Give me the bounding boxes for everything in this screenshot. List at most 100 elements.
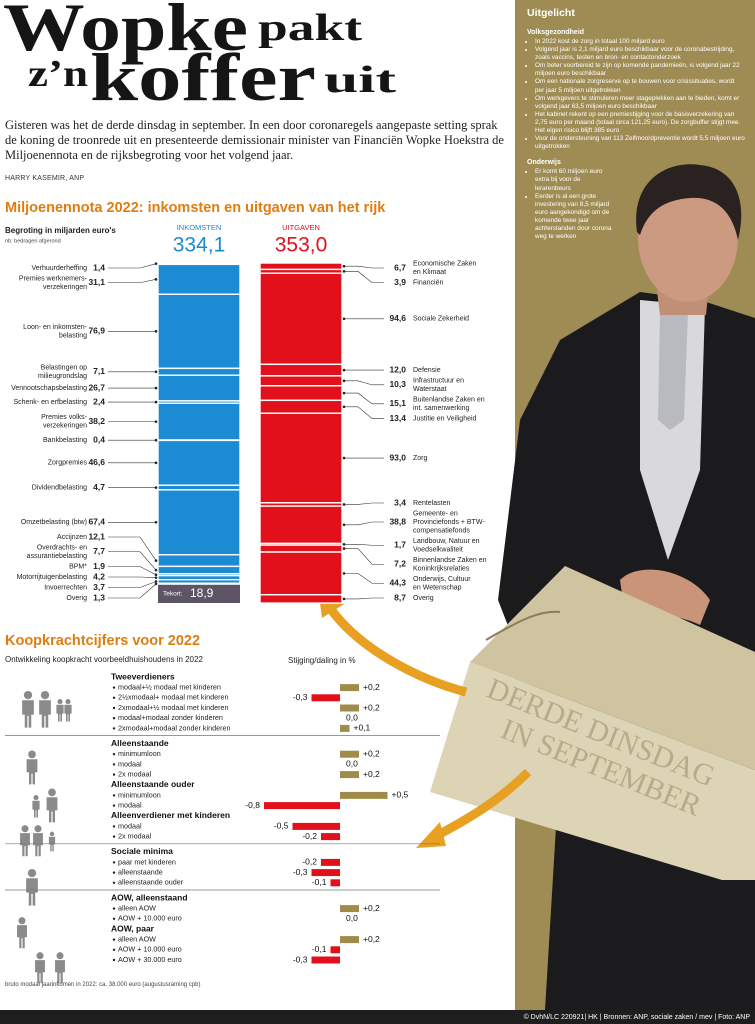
icon bbox=[22, 690, 34, 728]
value-label: 0,0 bbox=[346, 759, 358, 769]
footer-credit: © DvhN/LC 220921| HK | Bronnen: ANP, soc… bbox=[524, 1013, 751, 1021]
category-label: Buitenlandse Zaken en bbox=[413, 396, 485, 403]
value-label: -0,3 bbox=[293, 692, 308, 702]
category-label: Financiën bbox=[413, 280, 443, 287]
value-label: 4,7 bbox=[93, 482, 105, 492]
segment bbox=[157, 367, 241, 376]
sidebar-section: Volksgezondheid In 2022 kost de zorg in t… bbox=[527, 29, 745, 151]
leader-line bbox=[344, 597, 384, 600]
group-label: Alleenverdiener met kinderen bbox=[111, 810, 230, 820]
leader-dot bbox=[154, 520, 158, 524]
sidebar-item: Voor de ondersteuning van 113 Zelfmoordp… bbox=[535, 135, 745, 151]
leader-dot bbox=[342, 503, 346, 506]
chart-subtitle: Ontwikkeling koopkracht voorbeeldhuishou… bbox=[5, 655, 203, 664]
category-label: Economische Zaken bbox=[413, 261, 477, 268]
sidebar-heading: Volksgezondheid bbox=[527, 29, 585, 36]
intro-text: Gisteren was het de derde dinsdag in sep… bbox=[5, 118, 504, 162]
segment bbox=[157, 402, 241, 441]
leader-dot bbox=[342, 456, 346, 460]
category-label: Loon- en inkomsten- bbox=[23, 324, 87, 331]
sidebar-heading: Onderwijs bbox=[527, 159, 561, 167]
photo-case-handle bbox=[485, 610, 561, 641]
category-label: paar met kinderen bbox=[118, 857, 176, 866]
sidebar-item: Om een nationale zorgreserve op te bouwe… bbox=[535, 78, 745, 94]
category-label: Sociale Zekerheid bbox=[413, 316, 469, 323]
segment bbox=[259, 363, 343, 377]
leader-line bbox=[344, 406, 384, 419]
leader-dot bbox=[342, 405, 346, 409]
value-label: 31,1 bbox=[88, 277, 105, 287]
leader-line bbox=[344, 380, 384, 386]
value-label: -0,1 bbox=[312, 944, 327, 954]
bullet bbox=[112, 958, 116, 962]
sidebar-item: Eerder is al een grote investering van 8… bbox=[535, 193, 613, 242]
value-label: +0,5 bbox=[392, 790, 409, 800]
bullet bbox=[112, 706, 116, 710]
bar bbox=[340, 704, 359, 712]
category-label: int. samenwerking bbox=[413, 405, 470, 412]
leader-dot bbox=[154, 580, 158, 583]
category-label: Belastingen op bbox=[41, 364, 87, 371]
category-label: Onderwijs, Cultuur bbox=[413, 576, 471, 583]
segment bbox=[259, 544, 343, 553]
leader-line bbox=[344, 502, 384, 505]
leader-dot bbox=[342, 542, 346, 546]
category-label: Invoerrechten bbox=[44, 584, 87, 591]
category-label: Infrastructuur en bbox=[413, 377, 464, 384]
leader-line bbox=[108, 583, 157, 599]
sidebar-item: Volgend jaar is 2,1 miljard euro beschik… bbox=[535, 46, 745, 62]
arrow bbox=[326, 605, 468, 697]
leader-line bbox=[108, 566, 157, 575]
group-label: Tweeverdieners bbox=[111, 671, 175, 681]
sidebar-item: Het kabinet rekent op een premiestijging… bbox=[535, 111, 745, 135]
sidebar-title: Uitgelicht bbox=[527, 7, 575, 19]
bar bbox=[311, 956, 340, 964]
category-label: Dividendbelasting bbox=[32, 484, 87, 491]
category-label: belasting bbox=[59, 332, 87, 339]
bar bbox=[340, 936, 359, 944]
icon bbox=[56, 699, 64, 722]
leader-dot bbox=[342, 391, 346, 395]
segment bbox=[259, 272, 343, 366]
bar bbox=[340, 750, 359, 758]
icon bbox=[26, 868, 38, 906]
leader-dot bbox=[342, 523, 346, 527]
leader-line bbox=[108, 263, 157, 269]
value-label: 7,7 bbox=[93, 546, 105, 556]
byline: HARRY KASEMIR, ANP bbox=[5, 175, 85, 182]
leader-dot bbox=[154, 438, 158, 442]
category-label: minimumloon bbox=[118, 749, 161, 758]
sidebar-item: Er komt 60 miljoen euro extra bij voor d… bbox=[535, 168, 613, 192]
bullet bbox=[112, 825, 116, 828]
segment bbox=[259, 412, 343, 504]
leader-dot bbox=[342, 264, 346, 268]
category-label: minimumloon bbox=[118, 790, 161, 799]
leader-dot bbox=[342, 572, 346, 575]
group-label: Alleenstaande bbox=[111, 738, 169, 748]
category-label: Rentelasten bbox=[413, 500, 450, 507]
leader-line bbox=[344, 265, 384, 269]
leader-dot bbox=[342, 368, 346, 372]
bar bbox=[311, 869, 340, 877]
bullet bbox=[112, 871, 116, 874]
icon bbox=[17, 917, 27, 949]
category-label: Omzetbelasting (btw) bbox=[21, 519, 87, 526]
icon bbox=[64, 699, 72, 722]
value-label: 6,7 bbox=[394, 262, 406, 272]
leader-dot bbox=[154, 486, 158, 489]
category-label: alleen AOW bbox=[118, 904, 156, 913]
photo-face bbox=[638, 174, 738, 302]
value-label: +0,1 bbox=[354, 723, 371, 733]
category-label: Schenk- en erfbelasting bbox=[13, 399, 87, 406]
category-label: modaal+½ modaal met kinderen bbox=[118, 683, 221, 692]
group-label: AOW, paar bbox=[111, 923, 155, 933]
value-label: 8,7 bbox=[394, 592, 406, 602]
bullet bbox=[112, 696, 116, 699]
bar bbox=[330, 879, 340, 887]
group-label: Alleenstaande ouder bbox=[111, 779, 195, 789]
category-label: Motorrijtuigenbelasting bbox=[17, 574, 88, 581]
photo-hair bbox=[636, 164, 742, 240]
value-label: 4,2 bbox=[93, 571, 105, 581]
bullet bbox=[112, 763, 116, 766]
leader-dot bbox=[342, 547, 346, 550]
